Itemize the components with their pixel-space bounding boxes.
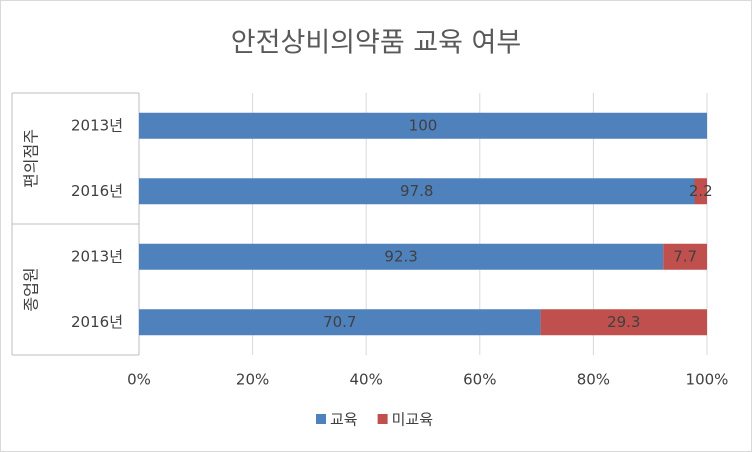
chart-title: 안전상비의약품 교육 여부 bbox=[231, 28, 521, 59]
x-tick-label: 80% bbox=[577, 371, 610, 389]
y-tick-label: 2016년 bbox=[71, 182, 123, 200]
legend-label: 교육 bbox=[330, 411, 358, 429]
group-label: 종업원 bbox=[22, 267, 41, 311]
bar-segment bbox=[139, 309, 541, 336]
group-label: 편의점주 bbox=[22, 129, 41, 188]
x-tick-label: 0% bbox=[127, 371, 151, 389]
y-tick-label: 2016년 bbox=[71, 313, 123, 331]
x-tick-label: 40% bbox=[350, 371, 383, 389]
y-tick-label: 2013년 bbox=[71, 116, 123, 134]
y-tick-label: 2013년 bbox=[71, 247, 123, 265]
bar-segment bbox=[139, 112, 707, 139]
data-label: 92.3 bbox=[384, 247, 417, 265]
x-tick-label: 100% bbox=[686, 371, 729, 389]
legend-swatch bbox=[377, 414, 388, 424]
legend-label: 미교육 bbox=[392, 411, 433, 429]
bar-segment bbox=[139, 178, 695, 205]
data-label: 100 bbox=[409, 116, 438, 134]
data-label: 70.7 bbox=[323, 313, 356, 331]
x-tick-label: 60% bbox=[463, 371, 496, 389]
bar-segment bbox=[139, 243, 664, 270]
data-label: 29.3 bbox=[607, 313, 640, 331]
legend-swatch bbox=[316, 414, 326, 424]
data-label: 7.7 bbox=[673, 247, 697, 265]
data-label: 97.8 bbox=[400, 182, 433, 200]
bar-segment bbox=[694, 178, 707, 205]
bar-segment bbox=[663, 243, 707, 270]
bar-segment bbox=[540, 309, 707, 336]
data-label: 2.2 bbox=[689, 182, 713, 200]
x-tick-label: 20% bbox=[236, 371, 269, 389]
